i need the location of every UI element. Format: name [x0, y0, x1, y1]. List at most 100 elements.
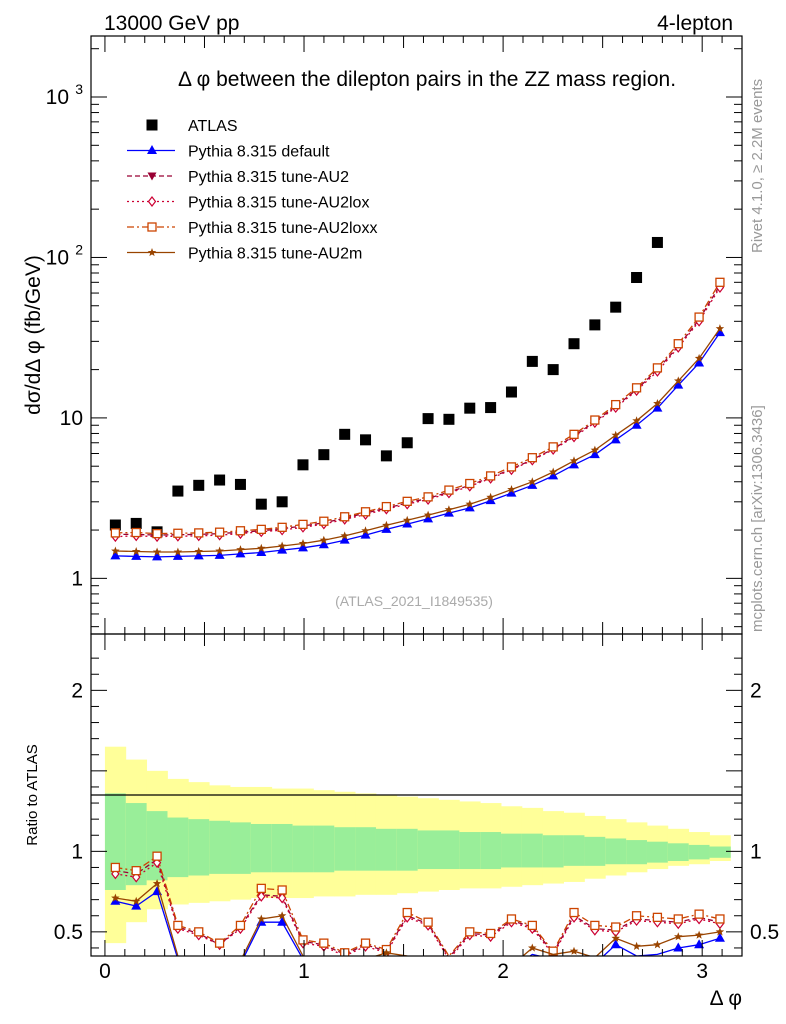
ratio-point [423, 917, 433, 927]
series-pythia-8-315-tune-au2 [110, 281, 725, 540]
legend-label: Pythia 8.315 tune-AU2lox [188, 195, 369, 212]
data-point [527, 453, 537, 463]
data-point [548, 442, 558, 452]
ratio-point [715, 914, 725, 924]
data-point [257, 543, 266, 552]
series-line [115, 328, 721, 553]
data-point [360, 507, 371, 517]
series-pythia-8-315-tune-au2loxx [110, 277, 725, 539]
stat-uncertainty-band [438, 830, 460, 870]
ratio-point [257, 914, 266, 923]
stat-uncertainty-band [459, 832, 481, 870]
ratio-point [298, 935, 308, 945]
data-point [276, 496, 288, 508]
data-point [318, 539, 329, 549]
data-point [694, 353, 704, 362]
data-point [381, 523, 392, 533]
data-point [653, 399, 662, 408]
series-atlas [109, 236, 663, 538]
ratio-tick-label-left: 2 [71, 679, 83, 702]
ratio-point [715, 927, 725, 936]
series-line [115, 332, 721, 558]
data-point [631, 383, 642, 393]
legend-marker [147, 196, 157, 207]
stat-uncertainty-band [626, 840, 648, 865]
data-point [505, 386, 517, 398]
data-point [715, 324, 725, 333]
ratio-point [611, 922, 621, 932]
data-point [506, 487, 517, 497]
legend-marker [147, 222, 157, 232]
legend-item: Pythia 8.315 tune-AU2loxx [127, 220, 377, 237]
data-point [152, 551, 163, 561]
stat-uncertainty-band [667, 843, 690, 862]
ratio-tick-label-right: 2 [750, 679, 762, 702]
data-point [423, 492, 433, 502]
data-point [235, 548, 246, 558]
data-point [193, 550, 204, 560]
main-panel: 1 10 10 2 10 3 Δ φ between the dilepton pairs… [22, 35, 743, 635]
series-line [115, 281, 721, 535]
stat-uncertainty-band [334, 827, 356, 871]
data-point [173, 547, 183, 556]
data-point [298, 519, 308, 530]
x-tick-label: 2 [497, 960, 509, 983]
data-point [319, 516, 329, 526]
x-tick-labels: 0 1 2 3 [99, 960, 708, 983]
data-point [423, 513, 434, 523]
stat-uncertainty-band [230, 822, 252, 874]
rivet-info: Rivet 4.1.0, ≥ 2.2M events [749, 79, 766, 253]
data-point [382, 520, 391, 529]
legend-item: Pythia 8.315 tune-AU2lox [127, 195, 369, 212]
ratio-point [340, 948, 350, 956]
data-point [443, 413, 455, 425]
data-point [715, 277, 725, 287]
ratio-point [277, 885, 287, 895]
ratio-point [214, 938, 225, 948]
ratio-frame [90, 633, 743, 957]
stat-uncertainty-band [563, 835, 585, 866]
series-pythia-8-315-tune-au2lox [111, 281, 725, 543]
energy-label: 13000 GeV pp [104, 12, 239, 35]
data-point [131, 550, 142, 560]
data-point [632, 416, 641, 425]
data-point [569, 429, 579, 439]
ratio-point [485, 928, 496, 939]
data-point [297, 459, 309, 471]
data-point [109, 519, 121, 531]
legend-marker [147, 172, 157, 181]
data-point [674, 376, 683, 385]
stat-uncertainty-band [375, 828, 398, 871]
data-point [611, 430, 620, 439]
legend-label: Pythia 8.315 default [188, 144, 330, 161]
data-point [673, 339, 683, 349]
ratio-point [631, 911, 642, 921]
x-tick-label: 1 [298, 960, 310, 983]
data-point [298, 539, 308, 548]
data-point [194, 547, 203, 556]
ratio-point [653, 940, 662, 949]
data-point [234, 478, 246, 490]
ratio-line [115, 882, 720, 956]
legend-item: Pythia 8.315 tune-AU2m [127, 246, 362, 263]
data-point [401, 437, 413, 449]
ratio-point [528, 943, 537, 952]
ratio-point [569, 946, 579, 955]
data-point [256, 546, 267, 556]
data-point [548, 467, 558, 476]
data-point [610, 301, 622, 313]
data-point [652, 402, 663, 412]
ratio-point [131, 866, 141, 876]
stat-uncertainty-band [125, 803, 148, 886]
data-point [465, 499, 475, 508]
main-series [109, 236, 725, 561]
data-point [673, 379, 684, 389]
data-point [277, 522, 287, 532]
data-point [506, 462, 517, 472]
ratio-point [131, 900, 142, 910]
ratio-point [674, 932, 683, 941]
data-point [131, 527, 141, 538]
data-point [214, 474, 226, 486]
ratio-point [632, 941, 641, 950]
data-point [589, 319, 601, 331]
